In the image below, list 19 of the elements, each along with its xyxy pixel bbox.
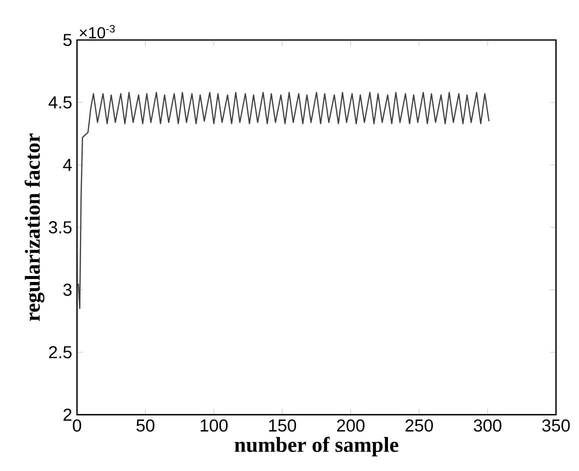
x-tick-label: 0 xyxy=(72,419,82,432)
x-tick-label: 100 xyxy=(200,419,228,432)
text: ×10$^{-3}$ xyxy=(80,24,115,38)
y-tick-label: 3.5 xyxy=(48,221,72,234)
x-tick-label: 250 xyxy=(406,419,433,432)
x-tick-label: 150 xyxy=(269,419,296,432)
y-tick-label: 3 xyxy=(63,284,72,296)
x-tick-label: 200 xyxy=(337,419,364,432)
y-tick-label: 4 xyxy=(63,158,72,171)
x-axis-title: number of sample xyxy=(234,436,398,456)
y-tick-label: 5 xyxy=(63,34,72,46)
line-series xyxy=(78,92,490,310)
x-tick-label: 300 xyxy=(474,419,502,432)
y-tick-label: 2 xyxy=(64,408,72,421)
x-tick-label: 50 xyxy=(136,419,154,432)
x-tick-label: 350 xyxy=(542,419,570,432)
y-axis-title: regularization factor xyxy=(24,133,44,322)
y-tick-label: 2.5 xyxy=(49,346,72,358)
y-tick-label: 4.5 xyxy=(48,96,72,108)
